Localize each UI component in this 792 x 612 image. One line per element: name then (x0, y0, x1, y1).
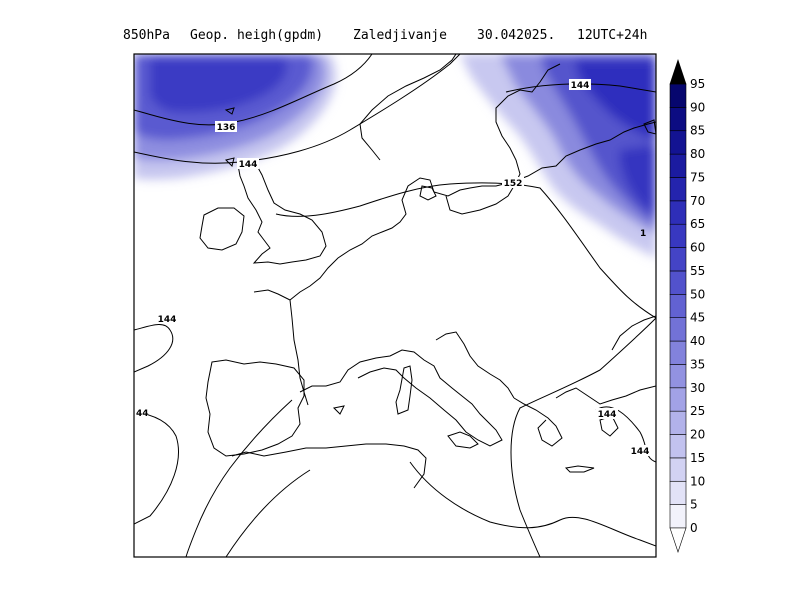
overlay-name: Zaledjivanje (353, 28, 447, 43)
colorbar-tick-label: 40 (690, 334, 705, 348)
colorbar-segment (669, 107, 687, 132)
colorbar-tick-label: 35 (690, 357, 705, 371)
colorbar: 0 5 10 15 20 25 30 35 40 45 50 55 60 65 70 75 80 85 90 95 (669, 59, 705, 553)
isohypse-label: 144 (158, 315, 177, 325)
isohypse-label: 144 (571, 81, 590, 91)
colorbar-tick-label: 95 (690, 77, 705, 91)
field-name: Geop. heigh(gpdm) (190, 28, 324, 43)
isohypse-label: 144 (631, 447, 650, 457)
colorbar-segment (669, 387, 687, 412)
colorbar-tick-label: 0 (690, 521, 698, 535)
colorbar-segment (669, 480, 687, 505)
colorbar-tick-label: 5 (690, 498, 698, 512)
colorbar-tick-label: 20 (690, 428, 705, 442)
colorbar-tick-label: 45 (690, 311, 705, 325)
colorbar-segment (669, 504, 687, 529)
colorbar-segment (669, 153, 687, 178)
colorbar-segment (669, 200, 687, 225)
isohypse-label: 44 (136, 409, 149, 419)
colorbar-max-arrow (669, 59, 687, 85)
colorbar-segment (669, 223, 687, 248)
colorbar-segment (669, 270, 687, 295)
isohypse-labels: 136 144 144 152 144 44 144 144 1 (134, 79, 651, 457)
colorbar-segment (669, 457, 687, 482)
colorbar-min-arrow (669, 527, 687, 553)
isohypse-label: 144 (239, 160, 258, 170)
colorbar-tick-label: 15 (690, 451, 705, 465)
colorbar-tick-label: 85 (690, 124, 705, 138)
map-header: 850hPa Geop. heigh(gpdm) Zaledjivanje 30… (0, 28, 792, 48)
isohypse-label: 1 (640, 229, 646, 239)
colorbar-segment (669, 434, 687, 459)
colorbar-segment (669, 410, 687, 435)
forecast-time: 12UTC+24h (577, 28, 648, 43)
colorbar-tick-label: 50 (690, 287, 705, 301)
colorbar-segment (669, 247, 687, 272)
colorbar-segment (669, 340, 687, 365)
colorbar-tick-label: 90 (690, 100, 705, 114)
isohypse-label: 152 (504, 179, 523, 189)
colorbar-segment (669, 177, 687, 202)
colorbar-segment (669, 130, 687, 155)
colorbar-tick-label: 70 (690, 194, 705, 208)
colorbar-tick-label: 80 (690, 147, 705, 161)
isohypses (134, 54, 656, 557)
colorbar-segment (669, 317, 687, 342)
colorbar-tick-label: 65 (690, 217, 705, 231)
colorbar-tick-label: 75 (690, 170, 705, 184)
pressure-level: 850hPa (123, 28, 170, 43)
map-frame (133, 53, 657, 558)
colorbar-segment (669, 364, 687, 389)
colorbar-tick-label: 10 (690, 474, 705, 488)
isohypse-label: 136 (217, 123, 236, 133)
isohypse-label: 144 (598, 410, 617, 420)
colorbar-tick-label: 55 (690, 264, 705, 278)
icing-field (134, 54, 656, 557)
coastlines (199, 54, 656, 489)
colorbar-tick-label: 60 (690, 241, 705, 255)
colorbar-segment (669, 294, 687, 318)
colorbar-segment (669, 83, 687, 108)
colorbar-tick-label: 30 (690, 381, 705, 395)
forecast-date: 30.042025. (477, 28, 556, 43)
colorbar-tick-label: 25 (690, 404, 705, 418)
